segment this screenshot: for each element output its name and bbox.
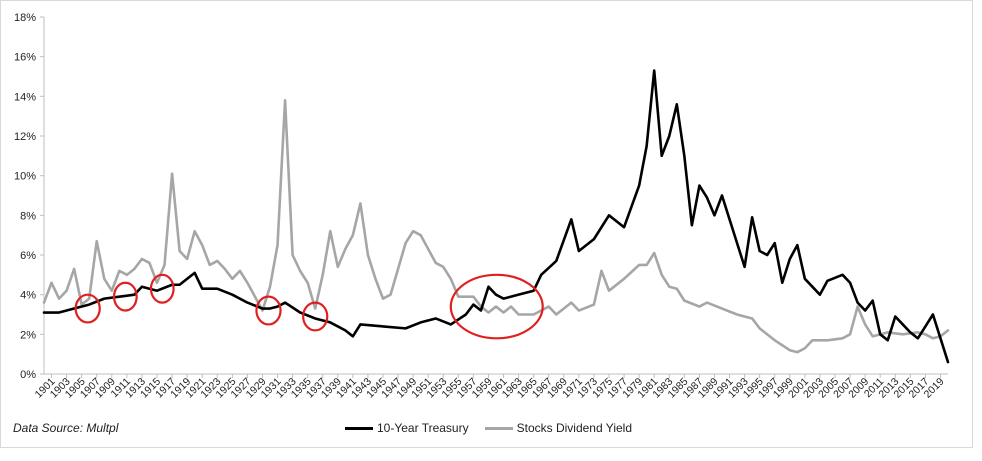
legend-swatch-treasury [345, 426, 373, 430]
y-axis: 0% 2% 4% 6% 8% 10% 12% 14% 16% 18% [14, 12, 45, 381]
highlight-layer [74, 273, 544, 340]
y-tick-label: 10% [14, 171, 36, 183]
y-tick-label: 14% [14, 91, 36, 103]
y-tick-label: 0% [20, 369, 36, 381]
y-tick-label: 18% [14, 12, 36, 24]
highlight-circle [74, 293, 101, 324]
y-tick-label: 12% [14, 131, 36, 143]
y-tick-label: 4% [20, 290, 36, 302]
legend: 10-Year Treasury Stocks Dividend Yield [345, 421, 632, 435]
series-layer [42, 69, 950, 364]
y-tick-label: 8% [20, 210, 36, 222]
legend-swatch-dividend [484, 426, 513, 430]
y-tick-label: 6% [20, 250, 36, 262]
legend-label-dividend: Stocks Dividend Yield [516, 421, 633, 435]
data-source-note: Data Source: Multpl [13, 421, 119, 435]
legend-label-treasury: 10-Year Treasury [377, 421, 469, 435]
series-line-treasury [42, 69, 950, 364]
legend-item-treasury: 10-Year Treasury [345, 421, 469, 435]
chart-border [0, 0, 973, 448]
legend-item-dividend: Stocks Dividend Yield [484, 421, 633, 435]
highlight-circle [302, 301, 329, 332]
x-axis: 1901190319051907190919111913191519171919… [33, 373, 948, 401]
highlight-circle [449, 273, 544, 340]
highlight-circle [112, 281, 138, 312]
y-tick-label: 16% [14, 52, 36, 64]
y-tick-label: 2% [20, 329, 36, 341]
highlight-circle [255, 295, 282, 326]
highlight-circle [149, 273, 175, 304]
series-line-dividend [42, 99, 950, 354]
